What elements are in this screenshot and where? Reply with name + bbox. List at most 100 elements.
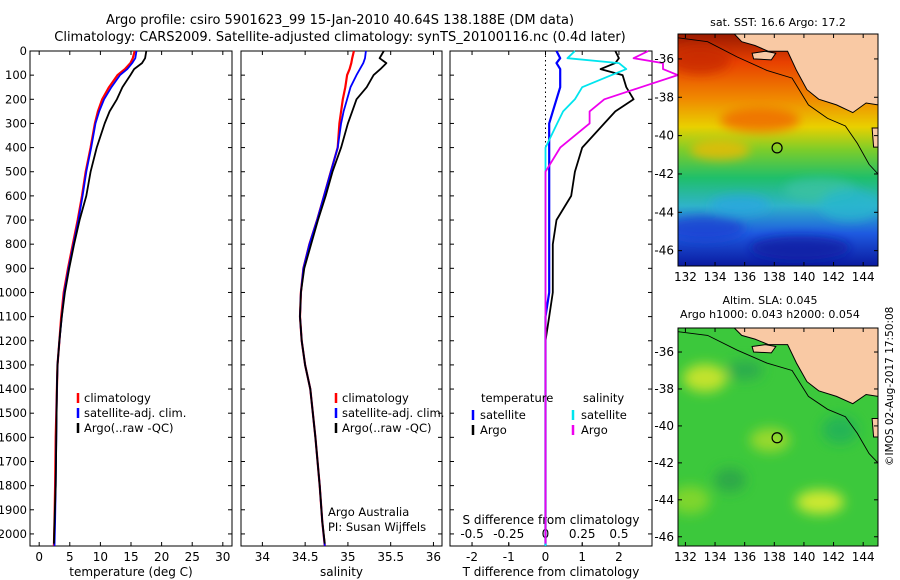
x-tick-label: 134 bbox=[704, 550, 727, 564]
legend-label: satellite bbox=[581, 408, 627, 422]
y-tick-label: 1600 bbox=[0, 430, 27, 444]
x-tick-label: 136 bbox=[733, 270, 756, 284]
y-tick-label: 400 bbox=[5, 141, 27, 155]
y-tick-label: 600 bbox=[5, 189, 27, 203]
y-tick-label: -38 bbox=[654, 90, 674, 104]
x-tick-label: 138 bbox=[763, 270, 786, 284]
y-tick-label: 1200 bbox=[0, 334, 27, 348]
x-tick-label: 36 bbox=[426, 550, 441, 564]
figure-title-line1: Argo profile: csiro 5901623_99 15-Jan-20… bbox=[105, 13, 575, 28]
x-axis-label: salinity bbox=[320, 565, 363, 579]
annotation-line1: Argo Australia bbox=[328, 505, 409, 519]
x-tick-label: 140 bbox=[792, 270, 815, 284]
legend-label: Argo bbox=[480, 423, 507, 437]
profile-panel-2: 34 34.5 35 35.5 36 salinity climatologysatelli… bbox=[240, 50, 444, 579]
plot-frame bbox=[240, 50, 443, 547]
annotation-line2: PI: Susan Wijffels bbox=[328, 520, 426, 534]
x-tick-label: 136 bbox=[733, 550, 756, 564]
landmass-king-island bbox=[871, 127, 878, 148]
x-tick-label: 144 bbox=[852, 550, 875, 564]
profile-panel-3: -2 -1 0 1 2T difference from climatology -0.5… bbox=[449, 50, 679, 579]
y-tick-label: -46 bbox=[654, 244, 674, 258]
sla-blob bbox=[750, 428, 790, 452]
sla-map-panel: 132 134 136 138 140 142 144 -36 -38 -40 -42 -44 -46 A… bbox=[654, 294, 879, 564]
y-tick-label: -42 bbox=[654, 167, 674, 181]
x-tick-label: 10 bbox=[93, 550, 108, 564]
x-tick-label: 140 bbox=[792, 550, 815, 564]
legend-label: climatology bbox=[342, 391, 409, 405]
y-tick-label: -40 bbox=[654, 419, 674, 433]
x-tick-label: 142 bbox=[822, 550, 845, 564]
x-tick-label: -1 bbox=[503, 550, 515, 564]
y-tick-label: 1100 bbox=[0, 310, 27, 324]
legend-label: Argo(..raw -QC) bbox=[342, 421, 432, 435]
x-tick-label: 142 bbox=[822, 270, 845, 284]
x-tick-label: 0 bbox=[542, 550, 550, 564]
y-tick-label: 500 bbox=[5, 165, 27, 179]
legend-label: satellite-adj. clim. bbox=[84, 406, 186, 420]
top-x-tick-label: 0.25 bbox=[569, 527, 596, 541]
y-tick-label: 0 bbox=[20, 44, 27, 58]
legend-header-salinity: salinity bbox=[583, 391, 624, 405]
argo-position-marker bbox=[771, 432, 783, 444]
sla-blob bbox=[796, 490, 844, 514]
top-x-axis-label: S difference from climatology bbox=[463, 513, 640, 527]
y-tick-label: 1900 bbox=[0, 503, 27, 517]
landmass-australia bbox=[733, 328, 878, 405]
y-tick-label: 1300 bbox=[0, 358, 27, 372]
profile-panel-1: 0100200300400500600700800900100011001200… bbox=[0, 44, 233, 579]
x-tick-label: 20 bbox=[154, 550, 169, 564]
landmass-kangaroo-island bbox=[751, 50, 777, 61]
map-frame bbox=[677, 327, 879, 547]
sla-blob bbox=[714, 468, 746, 492]
argo-position-marker bbox=[771, 142, 783, 154]
x-tick-label: 5 bbox=[66, 550, 74, 564]
y-tick-label: 700 bbox=[5, 213, 27, 227]
x-tick-label: 1 bbox=[578, 550, 586, 564]
series-line-salinity-argo bbox=[544, 50, 679, 544]
x-tick-label: 134 bbox=[704, 270, 727, 284]
plot-frame bbox=[29, 50, 233, 547]
y-tick-label: 800 bbox=[5, 237, 27, 251]
x-tick-label: 35 bbox=[340, 550, 355, 564]
landmass-king-island bbox=[871, 418, 878, 438]
x-tick-label: 30 bbox=[215, 550, 230, 564]
y-tick-label: -40 bbox=[654, 129, 674, 143]
x-tick-label: 138 bbox=[763, 550, 786, 564]
series-line-argo-raw-qc- bbox=[299, 50, 388, 544]
x-axis-label: temperature (deg C) bbox=[69, 565, 192, 579]
top-x-tick-label: -0.5 bbox=[460, 527, 483, 541]
x-tick-label: 34 bbox=[255, 550, 270, 564]
landmass-kangaroo-island bbox=[751, 344, 777, 354]
x-tick-label: 15 bbox=[123, 550, 138, 564]
shelf-contour bbox=[678, 37, 878, 175]
sst-blob bbox=[710, 195, 770, 215]
top-x-tick-label: 0.5 bbox=[609, 527, 628, 541]
x-tick-label: 25 bbox=[185, 550, 200, 564]
legend-label: climatology bbox=[84, 391, 151, 405]
y-tick-label: 1500 bbox=[0, 406, 27, 420]
x-tick-label: 0 bbox=[35, 550, 43, 564]
x-tick-label: -2 bbox=[466, 550, 478, 564]
y-tick-label: -36 bbox=[654, 345, 674, 359]
x-tick-label: 144 bbox=[852, 270, 875, 284]
y-tick-label: 1000 bbox=[0, 285, 27, 299]
x-axis-label: T difference from climatology bbox=[462, 565, 640, 579]
sst-texture bbox=[678, 46, 878, 260]
y-tick-label: -38 bbox=[654, 382, 674, 396]
y-tick-label: 200 bbox=[5, 92, 27, 106]
x-tick-label: 132 bbox=[674, 270, 697, 284]
x-tick-label: 132 bbox=[674, 550, 697, 564]
sst-blob bbox=[678, 46, 730, 74]
sla-blob bbox=[678, 486, 710, 514]
series-line-argo-raw-qc- bbox=[53, 50, 148, 544]
map-title: sat. SST: 16.6 Argo: 17.2 bbox=[710, 16, 846, 29]
y-tick-label: 300 bbox=[5, 116, 27, 130]
legend-label: Argo(..raw -QC) bbox=[84, 421, 174, 435]
sla-blob bbox=[822, 416, 858, 444]
y-tick-label: -44 bbox=[654, 493, 674, 507]
x-tick-label: 2 bbox=[615, 550, 623, 564]
landmass-australia bbox=[733, 34, 878, 114]
sst-blob bbox=[720, 108, 800, 132]
